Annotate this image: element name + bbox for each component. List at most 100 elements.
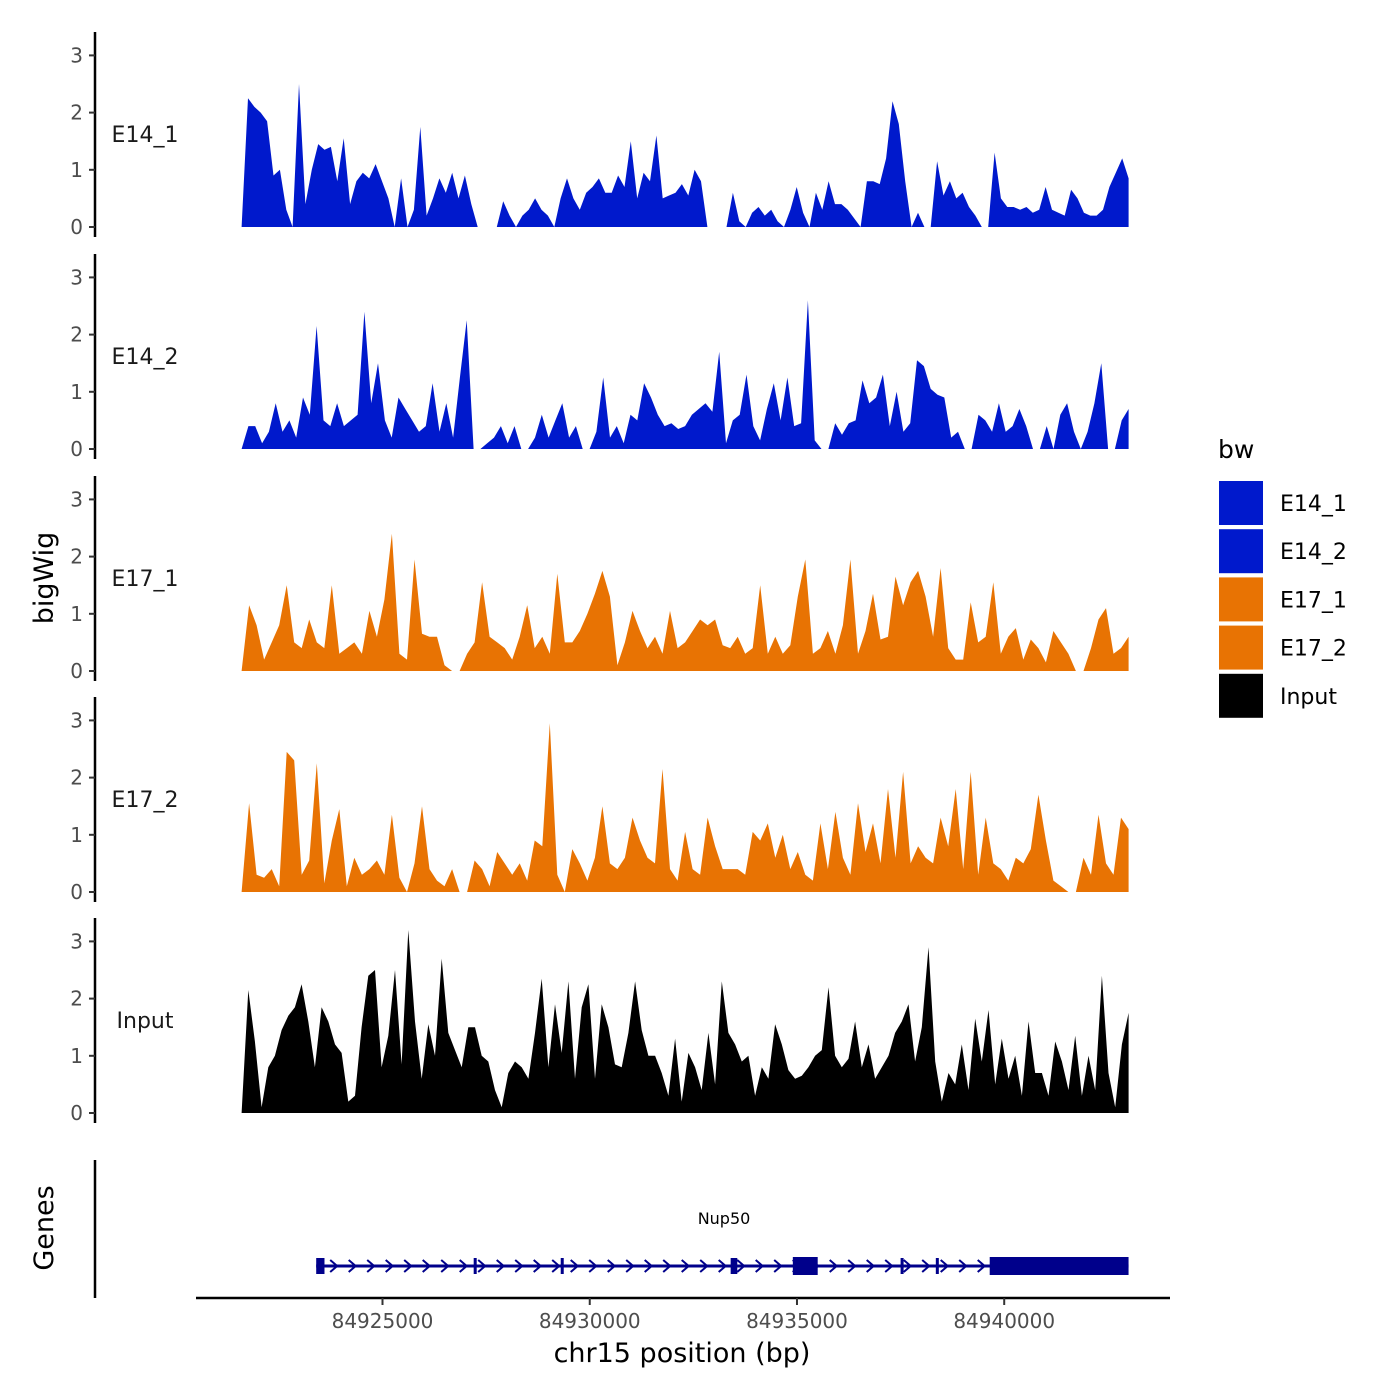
bigwig-tracks: 0 1 2 3 E14_1 0 1 2 3 E14_2 0 1 2 3 E17_1 0 1 2 3 E17_2 0 1 2 3… bbox=[70, 32, 1129, 1125]
legend-item-e14-2: E14_2 bbox=[1217, 527, 1347, 576]
legend-label: Input bbox=[1280, 685, 1337, 710]
y-tick-label: 1 bbox=[70, 380, 83, 404]
strand-arrow bbox=[921, 1259, 931, 1273]
strand-arrow bbox=[940, 1259, 950, 1273]
coverage-area-e14-2 bbox=[241, 300, 1129, 449]
x-tick-label: 84940000 bbox=[953, 1309, 1055, 1333]
y-tick-label: 0 bbox=[70, 659, 83, 683]
strand-arrow bbox=[866, 1259, 876, 1273]
track-label: Input bbox=[117, 1009, 174, 1034]
strand-arrow bbox=[366, 1259, 376, 1273]
strand-arrow bbox=[459, 1259, 469, 1273]
strand-arrow bbox=[329, 1259, 339, 1273]
legend-label: E17_2 bbox=[1280, 637, 1347, 662]
strand-arrow bbox=[607, 1259, 617, 1273]
legend-swatch bbox=[1217, 671, 1265, 720]
legend-item-e17-1: E17_1 bbox=[1217, 575, 1347, 624]
gene-exon bbox=[900, 1258, 904, 1274]
track-label: E17_1 bbox=[112, 567, 179, 592]
strand-arrow bbox=[829, 1259, 839, 1273]
strand-arrow bbox=[699, 1259, 709, 1273]
y-tick-label: 1 bbox=[70, 823, 83, 847]
strand-arrow bbox=[570, 1259, 580, 1273]
y-tick-label: 3 bbox=[70, 487, 83, 511]
genes-axis-title: Genes bbox=[29, 1185, 60, 1270]
y-tick-label: 1 bbox=[70, 1044, 83, 1068]
legend-swatch bbox=[1217, 623, 1265, 672]
strand-arrow bbox=[533, 1259, 543, 1273]
legend-swatch bbox=[1217, 575, 1265, 624]
strand-arrow bbox=[422, 1259, 432, 1273]
strand-arrow bbox=[496, 1259, 506, 1273]
y-tick-label: 0 bbox=[70, 880, 83, 904]
y-tick-label: 2 bbox=[70, 323, 83, 347]
gene-name-label: Nup50 bbox=[698, 1209, 751, 1228]
strand-arrow bbox=[903, 1259, 913, 1273]
strand-arrow bbox=[773, 1259, 783, 1273]
y-tick-label: 2 bbox=[70, 766, 83, 790]
y-tick-label: 3 bbox=[70, 708, 83, 732]
track-e17-1: 0 1 2 3 E17_1 bbox=[70, 476, 1129, 683]
x-axis: 84925000 84930000 84935000 84940000 bbox=[196, 1296, 1170, 1333]
y-tick-label: 3 bbox=[70, 43, 83, 67]
track-e14-1: 0 1 2 3 E14_1 bbox=[70, 32, 1129, 239]
legend-swatch bbox=[1217, 479, 1265, 527]
strand-arrow bbox=[644, 1259, 654, 1273]
coverage-area-input bbox=[241, 930, 1129, 1113]
legend-swatch bbox=[1217, 527, 1265, 576]
y-tick-label: 0 bbox=[70, 437, 83, 461]
strand-arrow bbox=[958, 1259, 968, 1273]
gene-panel: Nup50 bbox=[93, 1160, 1129, 1298]
x-axis-title: chr15 position (bp) bbox=[554, 1338, 811, 1369]
y-tick-label: 1 bbox=[70, 602, 83, 626]
y-axis-title: bigWig bbox=[29, 532, 60, 625]
legend-item-e14-1: E14_1 bbox=[1217, 479, 1347, 527]
strand-arrow bbox=[625, 1259, 635, 1273]
legend-title: bw bbox=[1218, 435, 1254, 464]
track-input: 0 1 2 3 Input bbox=[70, 918, 1129, 1125]
strand-arrow bbox=[847, 1259, 857, 1273]
y-tick-label: 0 bbox=[70, 215, 83, 239]
gene-exon bbox=[989, 1257, 1129, 1275]
strand-arrow bbox=[551, 1259, 561, 1273]
legend-label: E14_2 bbox=[1280, 540, 1347, 565]
x-tick-label: 84930000 bbox=[539, 1309, 641, 1333]
strand-arrow bbox=[403, 1259, 413, 1273]
strand-arrow bbox=[681, 1259, 691, 1273]
strand-arrow bbox=[385, 1259, 395, 1273]
coverage-area-e17-1 bbox=[241, 533, 1129, 671]
strand-arrow bbox=[884, 1259, 894, 1273]
y-tick-label: 2 bbox=[70, 101, 83, 125]
y-tick-label: 3 bbox=[70, 929, 83, 953]
y-tick-label: 2 bbox=[70, 545, 83, 569]
track-label: E14_2 bbox=[112, 345, 179, 370]
track-label: E17_2 bbox=[112, 788, 179, 813]
track-e17-2: 0 1 2 3 E17_2 bbox=[70, 697, 1129, 904]
y-tick-label: 3 bbox=[70, 265, 83, 289]
strand-arrow bbox=[718, 1259, 728, 1273]
strand-arrow bbox=[736, 1259, 746, 1273]
strand-arrow bbox=[477, 1259, 487, 1273]
legend-label: E17_1 bbox=[1280, 588, 1347, 613]
coverage-area-e14-1 bbox=[241, 84, 1129, 227]
track-e14-2: 0 1 2 3 E14_2 bbox=[70, 254, 1129, 461]
strand-arrow bbox=[348, 1259, 358, 1273]
legend-item-input: Input bbox=[1217, 671, 1337, 720]
strand-arrow bbox=[977, 1259, 987, 1273]
strand-arrow bbox=[588, 1259, 598, 1273]
strand-arrow bbox=[440, 1259, 450, 1273]
strand-arrow bbox=[755, 1259, 765, 1273]
y-tick-label: 2 bbox=[70, 987, 83, 1011]
strand-arrow bbox=[662, 1259, 672, 1273]
legend: E14_1 E14_2 E17_1 E17_2 Input bbox=[1217, 479, 1347, 720]
gene-exon bbox=[316, 1258, 325, 1274]
y-tick-label: 1 bbox=[70, 158, 83, 182]
track-label: E14_1 bbox=[112, 123, 179, 148]
strand-arrow bbox=[514, 1259, 524, 1273]
legend-item-e17-2: E17_2 bbox=[1217, 623, 1347, 672]
x-tick-label: 84935000 bbox=[746, 1309, 848, 1333]
gene-exon bbox=[792, 1257, 818, 1275]
gene-exon bbox=[730, 1258, 738, 1274]
coverage-area-e17-2 bbox=[241, 723, 1129, 892]
